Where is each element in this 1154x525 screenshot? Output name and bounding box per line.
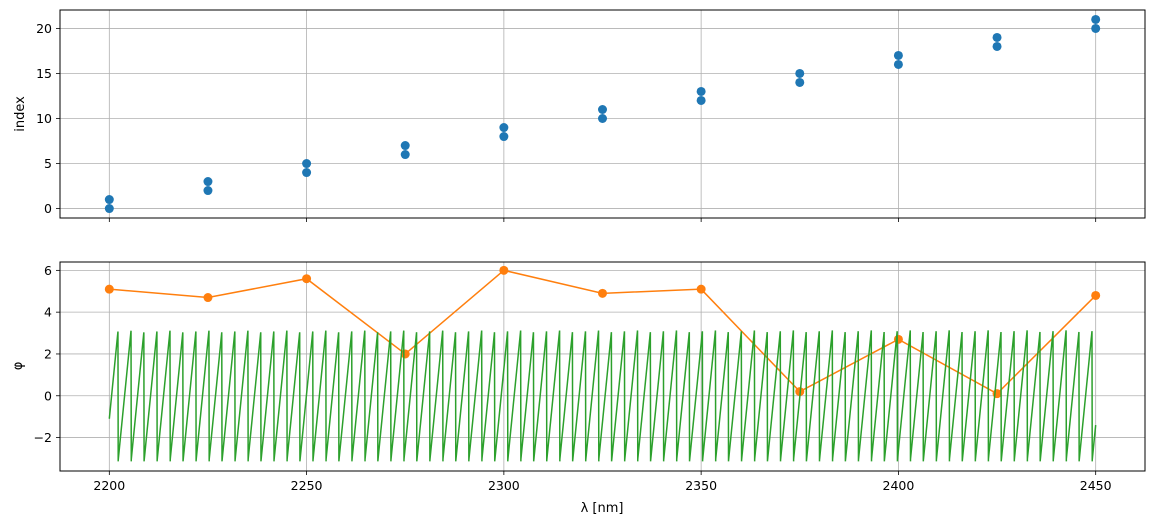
bottom-x-tick-label: 2450 [1080, 478, 1112, 493]
bottom-x-tick-label: 2400 [883, 478, 915, 493]
phase-sample-marker [598, 288, 607, 298]
phase-sample-marker [696, 284, 706, 294]
phase-sample-marker [400, 349, 410, 359]
top-axes-frame [59, 9, 1146, 219]
index-scatter-point [104, 204, 114, 214]
bottom-y-tick-label: −2 [34, 430, 52, 445]
index-scatter-point [696, 86, 706, 96]
index-scatter-point [400, 150, 410, 160]
bottom-y-axis-label: φ [11, 362, 26, 371]
index-scatter-point [400, 141, 410, 151]
top-ticks: 0 5 10 15 20 [36, 21, 1097, 222]
phase-sample-marker [893, 334, 903, 344]
bottom-x-tick-label: 2200 [93, 478, 125, 493]
top-y-tick-label: 5 [44, 156, 52, 171]
bottom-x-tick-label: 2350 [685, 478, 717, 493]
phase-sample-marker [499, 265, 509, 275]
wrapped-phase-line [108, 330, 1097, 462]
index-scatter-point [795, 77, 805, 87]
index-scatter-point [1091, 23, 1101, 33]
top-subplot: 0 5 10 15 20 index [13, 9, 1146, 222]
index-scatter-point [302, 168, 312, 178]
index-scatter-point [104, 195, 114, 205]
bottom-y-tick-label: 2 [44, 346, 52, 361]
index-scatter-point [203, 186, 213, 196]
bottom-ticks: 2200 2250 2300 2350 2400 2450 −2 0 2 4 6 [34, 263, 1112, 493]
bottom-y-tick-label: 0 [44, 388, 52, 403]
index-scatter-point [499, 123, 509, 133]
top-data [104, 14, 1101, 214]
top-y-tick-label: 20 [36, 21, 52, 36]
top-y-tick-label: 0 [44, 201, 52, 216]
bottom-x-tick-label: 2300 [488, 478, 520, 493]
bottom-x-axis-label: λ [nm] [581, 501, 624, 516]
phase-sample-marker [104, 284, 114, 294]
bottom-data [104, 265, 1101, 462]
bottom-y-tick-label: 6 [44, 263, 52, 278]
bottom-axes-frame [59, 261, 1146, 472]
top-y-axis-label: index [13, 96, 28, 132]
index-scatter-point [893, 50, 903, 60]
index-scatter-point [795, 68, 805, 78]
bottom-x-tick-label: 2250 [291, 478, 323, 493]
bottom-gridlines [60, 262, 1145, 471]
index-scatter-point [302, 159, 312, 169]
phase-sample-marker [203, 293, 213, 303]
phase-sample-marker [302, 274, 312, 284]
bottom-y-tick-label: 4 [44, 305, 52, 320]
bottom-subplot: 2200 2250 2300 2350 2400 2450 −2 0 2 4 6 φ λ [nm] [11, 261, 1146, 516]
top-plot-area [60, 10, 1145, 218]
top-y-tick-label: 15 [36, 66, 52, 81]
index-scatter-point [598, 114, 607, 124]
index-scatter-point [992, 32, 1002, 42]
top-y-tick-label: 10 [36, 111, 52, 126]
index-scatter-point [598, 104, 607, 114]
index-scatter-point [696, 95, 706, 105]
index-scatter-point [1091, 14, 1101, 24]
index-scatter-point [203, 177, 213, 187]
index-scatter-point [893, 59, 903, 69]
index-scatter-point [992, 41, 1002, 51]
index-scatter-point [499, 132, 509, 142]
phase-sample-marker [1091, 290, 1101, 300]
